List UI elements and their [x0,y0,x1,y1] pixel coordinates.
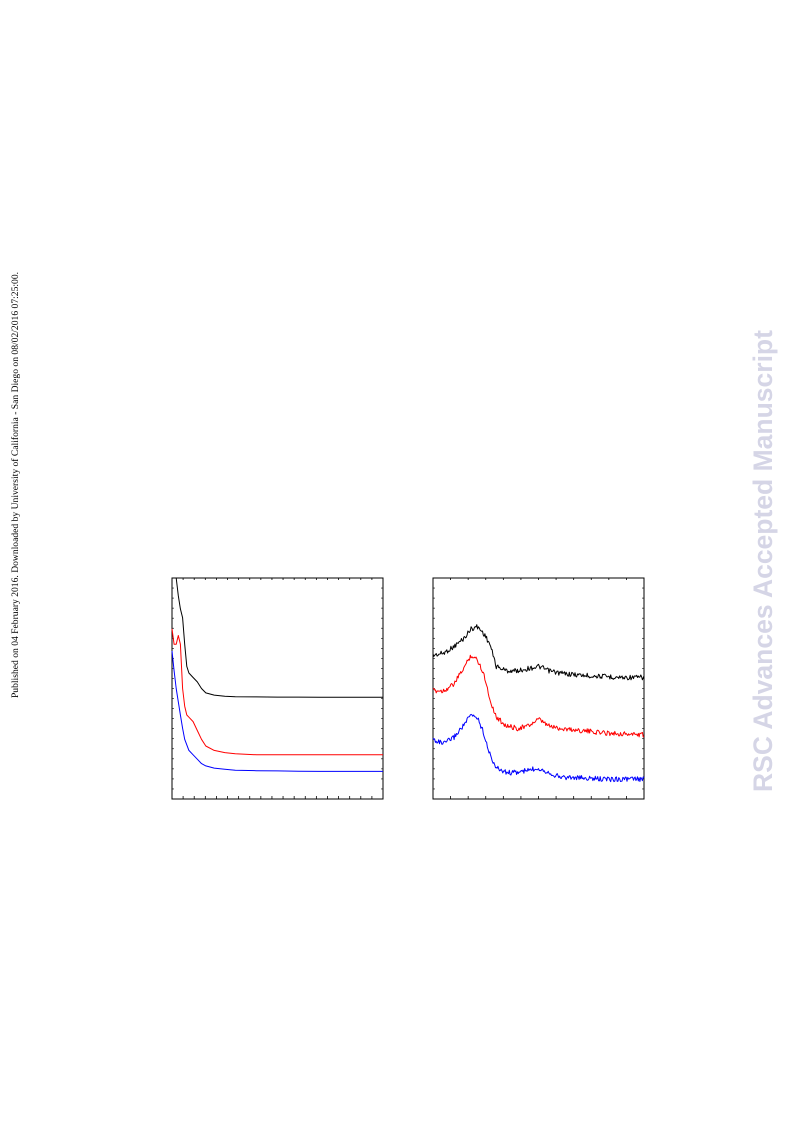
left-chart-panel [171,577,384,800]
series-line-1 [432,624,645,681]
series-line-2 [432,654,645,738]
plot-frame [171,577,384,800]
right-chart-panel [432,577,645,800]
plot-frame [432,577,645,800]
series-line-3 [432,713,645,783]
series-line-3 [171,650,383,772]
series-line-1 [175,577,383,698]
series-line-2 [171,628,383,756]
